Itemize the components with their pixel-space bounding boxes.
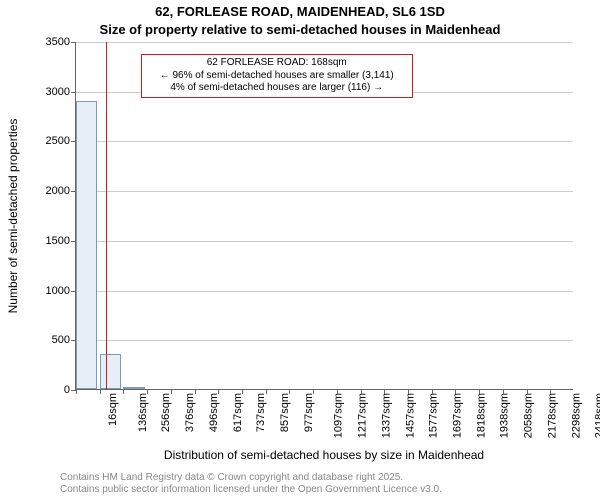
xtick-label: 1457sqm: [404, 393, 416, 438]
grid-line: [76, 241, 573, 242]
ytick-label: 1000: [46, 285, 70, 297]
footer-credits: Contains HM Land Registry data © Crown c…: [60, 472, 442, 496]
xtick-mark: [147, 389, 148, 394]
xtick-mark: [455, 389, 456, 394]
xtick-label: 256sqm: [161, 393, 173, 432]
chart-title-line2: Size of property relative to semi-detach…: [0, 22, 600, 37]
grid-line: [76, 42, 573, 43]
xtick-label: 2418sqm: [594, 393, 600, 438]
xtick-mark: [550, 389, 551, 394]
xtick-mark: [361, 389, 362, 394]
xtick-mark: [432, 389, 433, 394]
ytick-label: 3000: [46, 86, 70, 98]
xtick-mark: [337, 389, 338, 394]
xtick-label: 1818sqm: [475, 393, 487, 438]
xtick-label: 737sqm: [255, 393, 267, 432]
ytick-label: 500: [52, 334, 70, 346]
property-marker-line: [106, 42, 107, 389]
histogram-bar: [100, 354, 121, 389]
annotation-line: 4% of semi-detached houses are larger (1…: [148, 82, 406, 95]
xtick-mark: [313, 389, 314, 394]
ytick-label: 3500: [46, 36, 70, 48]
xtick-mark: [242, 389, 243, 394]
xtick-label: 2058sqm: [522, 393, 534, 438]
xtick-mark: [171, 389, 172, 394]
xtick-label: 136sqm: [137, 393, 149, 432]
grid-line: [76, 340, 573, 341]
chart-container: 62, FORLEASE ROAD, MAIDENHEAD, SL6 1SD S…: [0, 0, 600, 500]
footer-line1: Contains HM Land Registry data © Crown c…: [60, 472, 442, 484]
xtick-label: 376sqm: [184, 393, 196, 432]
ytick-mark: [71, 42, 76, 43]
xtick-label: 1938sqm: [499, 393, 511, 438]
xtick-label: 16sqm: [107, 393, 119, 426]
ytick-label: 0: [64, 384, 70, 396]
grid-line: [76, 291, 573, 292]
annotation-box: 62 FORLEASE ROAD: 168sqm← 96% of semi-de…: [141, 54, 413, 98]
xtick-label: 1577sqm: [428, 393, 440, 438]
xtick-mark: [479, 389, 480, 394]
xtick-mark: [289, 389, 290, 394]
xtick-label: 977sqm: [303, 393, 315, 432]
xtick-mark: [503, 389, 504, 394]
ytick-label: 2500: [46, 135, 70, 147]
ytick-mark: [71, 92, 76, 93]
xtick-mark: [384, 389, 385, 394]
footer-line2: Contains public sector information licen…: [60, 484, 442, 496]
xtick-label: 2178sqm: [546, 393, 558, 438]
plot-area: 050010001500200025003000350016sqm136sqm2…: [75, 42, 573, 390]
annotation-line: ← 96% of semi-detached houses are smalle…: [148, 70, 406, 83]
xtick-mark: [195, 389, 196, 394]
xtick-label: 857sqm: [279, 393, 291, 432]
xtick-label: 1337sqm: [380, 393, 392, 438]
histogram-bar: [123, 387, 144, 389]
xtick-label: 1217sqm: [356, 393, 368, 438]
xtick-mark: [408, 389, 409, 394]
xtick-mark: [76, 389, 77, 394]
y-axis-label: Number of semi-detached properties: [6, 119, 20, 314]
ytick-label: 1500: [46, 235, 70, 247]
xtick-mark: [100, 389, 101, 394]
grid-line: [76, 141, 573, 142]
xtick-mark: [266, 389, 267, 394]
x-axis-label: Distribution of semi-detached houses by …: [75, 448, 573, 462]
xtick-label: 617sqm: [232, 393, 244, 432]
xtick-label: 1697sqm: [451, 393, 463, 438]
histogram-bar: [76, 101, 97, 389]
xtick-label: 1097sqm: [333, 393, 345, 438]
annotation-line: 62 FORLEASE ROAD: 168sqm: [148, 57, 406, 70]
grid-line: [76, 191, 573, 192]
chart-title-line1: 62, FORLEASE ROAD, MAIDENHEAD, SL6 1SD: [0, 4, 600, 19]
ytick-label: 2000: [46, 185, 70, 197]
xtick-mark: [527, 389, 528, 394]
xtick-mark: [123, 389, 124, 394]
xtick-label: 496sqm: [208, 393, 220, 432]
xtick-label: 2298sqm: [570, 393, 582, 438]
xtick-mark: [218, 389, 219, 394]
